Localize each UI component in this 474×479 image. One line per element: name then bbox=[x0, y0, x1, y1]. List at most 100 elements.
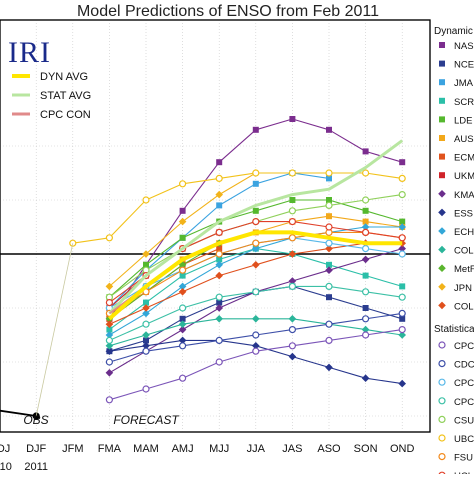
legend-label: NCE bbox=[454, 60, 474, 71]
series-point bbox=[288, 207, 296, 215]
series-point bbox=[252, 347, 260, 355]
series-point bbox=[252, 331, 260, 339]
series-point bbox=[142, 250, 150, 258]
legend-label: CPC bbox=[454, 378, 474, 389]
series-line bbox=[108, 230, 403, 321]
series-point bbox=[143, 261, 149, 268]
series-point bbox=[399, 218, 406, 225]
legend-marker bbox=[438, 264, 446, 272]
legend-marker bbox=[438, 378, 446, 386]
legend-label: MetF bbox=[454, 264, 474, 275]
legend-right-item: AUS bbox=[439, 134, 474, 145]
legend-left-item: CPC CON bbox=[12, 109, 91, 121]
legend-right-item: SCR bbox=[439, 97, 474, 108]
series-cpc-ca bbox=[105, 282, 406, 344]
series-point bbox=[105, 347, 114, 355]
series-point bbox=[325, 363, 333, 372]
series-point bbox=[252, 315, 260, 323]
series-point bbox=[398, 293, 406, 301]
plot-border bbox=[0, 19, 431, 433]
series-point bbox=[252, 342, 260, 350]
x-tick-label: DJF bbox=[26, 443, 46, 455]
x-tick-label: NDJ bbox=[0, 443, 10, 455]
series-point bbox=[325, 201, 333, 209]
legend-left-item: DYN AVG bbox=[12, 71, 88, 83]
series-point bbox=[326, 175, 332, 182]
x-tick-label: MAM bbox=[133, 443, 159, 455]
legend-right-item: CPC bbox=[438, 397, 474, 408]
series-point bbox=[105, 396, 114, 404]
series-point bbox=[252, 169, 260, 177]
series-point bbox=[288, 169, 296, 177]
series-point bbox=[325, 244, 333, 253]
series-point bbox=[252, 126, 259, 133]
iri-logo: IRI bbox=[8, 36, 51, 69]
series-point bbox=[398, 174, 406, 182]
legend-dynamic-title: Dynamic bbox=[434, 26, 473, 37]
series-point bbox=[105, 336, 114, 344]
obs-label: OBS bbox=[23, 413, 48, 427]
legend-label: LDE bbox=[454, 115, 472, 126]
legend-marker bbox=[438, 397, 446, 405]
series-point bbox=[398, 309, 406, 317]
series-point bbox=[361, 255, 370, 264]
series-point bbox=[252, 288, 260, 296]
series-point bbox=[326, 213, 332, 220]
series-point bbox=[288, 218, 296, 226]
series-point bbox=[252, 244, 260, 253]
x-axis: NDJ DJF JFM FMA MAM AMJ MJJ JJA JAS ASO SON OND 2010… bbox=[0, 443, 414, 473]
series-point bbox=[362, 148, 369, 155]
series-point bbox=[398, 326, 406, 334]
series-point bbox=[398, 244, 406, 253]
series-point bbox=[325, 223, 333, 231]
legend-right-item: ECM bbox=[439, 153, 474, 164]
series-point bbox=[325, 282, 333, 290]
series-point bbox=[216, 159, 223, 166]
legend-marker bbox=[439, 172, 445, 179]
legend-marker bbox=[438, 453, 446, 461]
legend-marker bbox=[438, 301, 446, 310]
legend-left-item: STAT AVG bbox=[12, 90, 91, 102]
x-year-label: 2011 bbox=[24, 461, 48, 473]
series-point bbox=[252, 239, 260, 247]
series-point bbox=[362, 207, 369, 214]
series-point bbox=[288, 326, 296, 334]
legend-marker bbox=[439, 153, 445, 160]
legend-right-item: LDE bbox=[439, 115, 472, 126]
legend-marker bbox=[438, 341, 446, 349]
legend-label: UKM bbox=[454, 171, 474, 182]
series-point bbox=[399, 315, 406, 322]
obs-line bbox=[0, 409, 37, 417]
series-point bbox=[178, 336, 187, 345]
series-point bbox=[142, 196, 150, 204]
series-point bbox=[142, 331, 150, 339]
series-point bbox=[362, 245, 370, 253]
legend-right-item: MetF bbox=[438, 264, 474, 275]
series-point bbox=[142, 342, 150, 350]
series-point bbox=[325, 239, 333, 247]
legend-right-item: UKM bbox=[439, 171, 474, 182]
legend-label: UBC bbox=[454, 434, 474, 445]
legend-marker bbox=[438, 245, 446, 254]
x-tick-label: SON bbox=[354, 443, 378, 455]
legend-marker bbox=[438, 415, 446, 423]
legend-marker bbox=[439, 116, 445, 123]
series-point bbox=[142, 304, 150, 312]
series-point bbox=[179, 266, 187, 274]
series-point bbox=[326, 261, 332, 268]
legend-marker bbox=[438, 434, 446, 442]
series-point bbox=[179, 374, 187, 382]
series-point bbox=[105, 342, 114, 350]
chart-title: Model Predictions of ENSO from Feb 2011 bbox=[77, 3, 379, 20]
series-point bbox=[362, 169, 370, 177]
legend-marker bbox=[439, 135, 445, 141]
series-point bbox=[289, 116, 296, 122]
x-tick-label: JAS bbox=[282, 443, 302, 455]
series-point bbox=[178, 288, 187, 296]
legend-label: STAT AVG bbox=[40, 90, 91, 102]
series-point bbox=[362, 305, 369, 311]
series-point bbox=[361, 325, 370, 334]
series-point bbox=[179, 234, 186, 241]
series-point bbox=[216, 202, 223, 209]
legend-label: CPC CON bbox=[40, 109, 91, 121]
